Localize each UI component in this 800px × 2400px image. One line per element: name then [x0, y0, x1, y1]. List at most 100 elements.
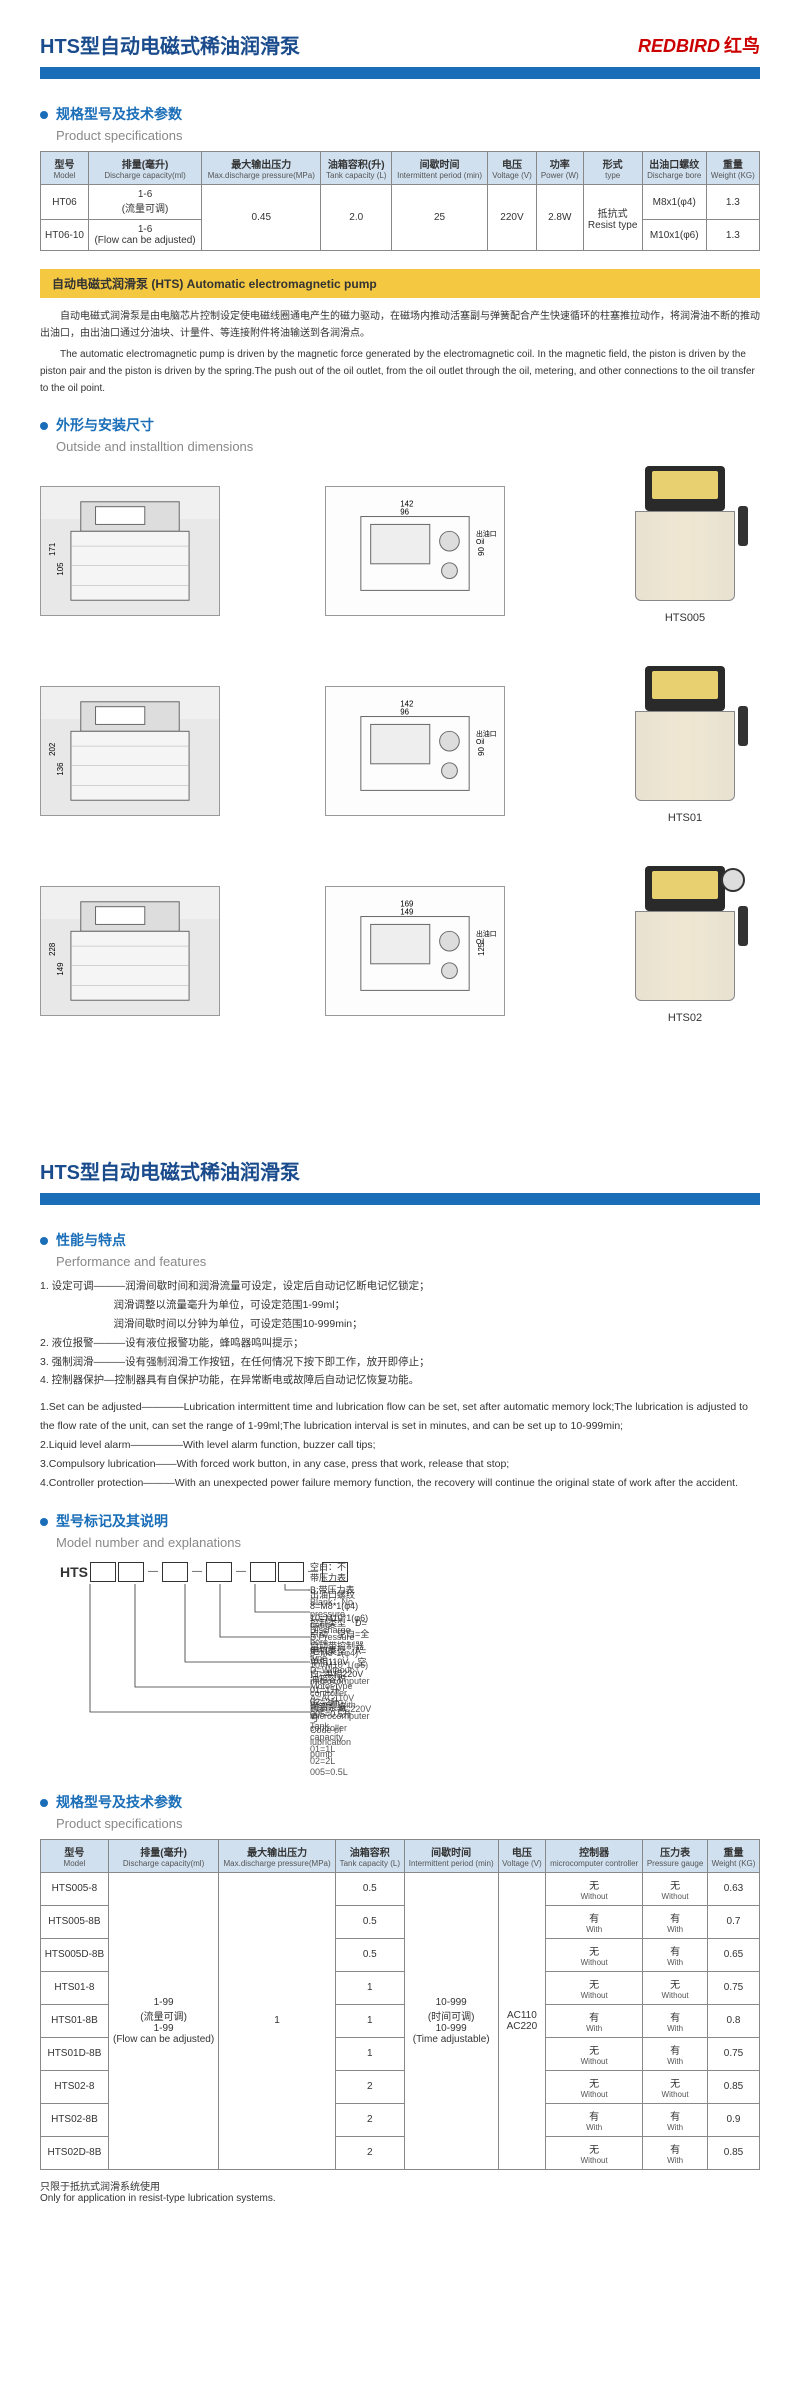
table-cell: 0.75	[708, 1971, 760, 2004]
table-cell: 25	[392, 185, 488, 251]
model-number-diagram: HTS — — — — 空白：不带压力表 B:带压力表Blank：No pres…	[40, 1562, 760, 1762]
table-cell: 0.45	[202, 185, 321, 251]
section-title-en: Performance and features	[56, 1254, 760, 1269]
table-cell: 0.63	[708, 1872, 760, 1905]
svg-text:Oil: Oil	[476, 939, 485, 946]
model-box	[206, 1562, 232, 1582]
dimensions-container: 171 105 142 96 90 出油口 Oil	[40, 466, 760, 1036]
section-spec2: 规格型号及技术参数	[40, 1792, 760, 1812]
logo-cn: 红鸟	[724, 36, 760, 56]
table-cell: 0.8	[708, 2004, 760, 2037]
model-boxes: HTS — — — —	[60, 1562, 348, 1582]
svg-text:136: 136	[56, 762, 65, 776]
section-title-cn: 规格型号及技术参数	[56, 104, 182, 124]
yellow-subtitle: 自动电磁式润滑泵 (HTS) Automatic electromagnetic…	[40, 269, 760, 298]
table-header: 油箱容积Tank capacity (L)	[335, 1839, 404, 1872]
dimension-row: 228 149 169 149 125 出油口 Oil	[40, 866, 760, 1036]
table-cell: 无Without	[546, 1938, 643, 1971]
table-cell: 1	[335, 2004, 404, 2037]
description-cn: 自动电磁式润滑泵是由电脑芯片控制设定使电磁线圈通电产生的磁力驱动，在磁场内推动活…	[40, 308, 760, 342]
table-header: 间歇时间Intermittent period (min)	[404, 1839, 498, 1872]
top-drawing: 142 96 90 出油口 Oil	[325, 686, 505, 816]
table-cell: 有With	[643, 2103, 708, 2136]
table-cell: 无Without	[643, 2070, 708, 2103]
table-header: 电压Voltage (V)	[498, 1839, 546, 1872]
table-cell: HTS005-8	[41, 1872, 109, 1905]
divider-bar	[40, 1193, 760, 1205]
section-title-cn: 性能与特点	[56, 1230, 126, 1250]
page-header: HTS型自动电磁式稀油润滑泵	[40, 1156, 760, 1185]
table-cell: 2.0	[321, 185, 392, 251]
section-model: 型号标记及其说明	[40, 1511, 760, 1531]
table-cell: 有With	[643, 2136, 708, 2169]
table-cell: 1-99(流量可调)1-99(Flow can be adjusted)	[108, 1872, 218, 2169]
page-1: HTS型自动电磁式稀油润滑泵 REDBIRD红鸟 规格型号及技术参数 Produ…	[0, 0, 800, 1066]
footnote-cn: 只限于抵抗式润滑系统使用	[40, 2178, 760, 2193]
top-drawing: 142 96 90 出油口 Oil	[325, 486, 505, 616]
table-cell: HTS01-8B	[41, 2004, 109, 2037]
table-header: 油箱容积(升)Tank capacity (L)	[321, 152, 392, 185]
divider-bar	[40, 67, 760, 79]
bullet-icon	[40, 1518, 48, 1526]
bullet-icon	[40, 1799, 48, 1807]
section-title-en: Model number and explanations	[56, 1535, 760, 1550]
top-drawing: 169 149 125 出油口 Oil	[325, 886, 505, 1016]
feature-item: 1.Set can be adjusted————Lubrication int…	[40, 1398, 760, 1436]
table-cell: 无Without	[546, 2037, 643, 2070]
section-title-cn: 型号标记及其说明	[56, 1511, 168, 1531]
table-cell: 有With	[546, 2103, 643, 2136]
model-prefix: HTS	[60, 1564, 88, 1580]
bracket-lines	[60, 1582, 310, 1762]
table-header: 电压Voltage (V)	[488, 152, 537, 185]
section-title-cn: 外形与安装尺寸	[56, 415, 154, 435]
table-header: 出油口螺纹Discharge bore	[642, 152, 706, 185]
feature-item: 润滑间歇时间以分钟为单位，可设定范围10-999min；	[40, 1315, 760, 1334]
spec-table-1: 型号Model排量(毫升)Discharge capacity(ml)最大输出压…	[40, 151, 760, 251]
svg-text:149: 149	[400, 908, 413, 917]
svg-text:90: 90	[477, 747, 486, 756]
table-cell: 有With	[643, 2037, 708, 2070]
table-header: 重量Weight (KG)	[706, 152, 759, 185]
table-cell: 0.65	[708, 1938, 760, 1971]
svg-text:Oil: Oil	[476, 739, 485, 746]
product-photo: HTS005	[610, 466, 760, 636]
logo: REDBIRD红鸟	[638, 32, 760, 58]
table-header: 重量Weight (KG)	[708, 1839, 760, 1872]
table-cell: M10x1(φ6)	[642, 220, 706, 251]
section-dims: 外形与安装尺寸	[40, 415, 760, 435]
section-features: 性能与特点	[40, 1230, 760, 1250]
feature-item: 3.Compulsory lubrication——With forced wo…	[40, 1455, 760, 1474]
table-cell: 0.7	[708, 1905, 760, 1938]
table-cell: AC110AC220	[498, 1872, 546, 2169]
svg-text:171: 171	[48, 543, 57, 556]
table-cell: 有With	[643, 2004, 708, 2037]
dimension-row: 171 105 142 96 90 出油口 Oil	[40, 466, 760, 636]
table-cell: 1	[335, 1971, 404, 2004]
table-cell: 2	[335, 2136, 404, 2169]
page-header: HTS型自动电磁式稀油润滑泵 REDBIRD红鸟	[40, 30, 760, 59]
table-cell: 1.3	[706, 185, 759, 220]
table-cell: M8x1(φ4)	[642, 185, 706, 220]
table-cell: 有With	[643, 1938, 708, 1971]
table-cell: 无Without	[546, 2070, 643, 2103]
front-drawing: 228 149	[40, 886, 220, 1016]
table-cell: 1	[219, 1872, 336, 2169]
svg-text:105: 105	[56, 562, 65, 576]
logo-en: REDBIRD	[638, 36, 720, 56]
table-cell: 220V	[488, 185, 537, 251]
table-cell: 有With	[643, 1905, 708, 1938]
svg-text:Oil: Oil	[476, 539, 485, 546]
product-photo: HTS02	[610, 866, 760, 1036]
section-title-cn: 规格型号及技术参数	[56, 1792, 182, 1812]
table-cell: HT06-10	[41, 220, 89, 251]
front-drawing: 202 136	[40, 686, 220, 816]
table-header: 最大输出压力Max.discharge pressure(MPa)	[219, 1839, 336, 1872]
svg-text:出油口: 出油口	[476, 929, 497, 938]
model-box	[90, 1562, 116, 1582]
feature-item: 1. 设定可调———润滑间歇时间和润滑流量可设定，设定后自动记忆断电记忆锁定；	[40, 1277, 760, 1296]
svg-text:96: 96	[400, 708, 409, 717]
table-header: 排量(毫升)Discharge capacity(ml)	[108, 1839, 218, 1872]
svg-text:202: 202	[48, 743, 57, 756]
section-spec: 规格型号及技术参数	[40, 104, 760, 124]
feature-item: 2.Liquid level alarm—————With level alar…	[40, 1436, 760, 1455]
